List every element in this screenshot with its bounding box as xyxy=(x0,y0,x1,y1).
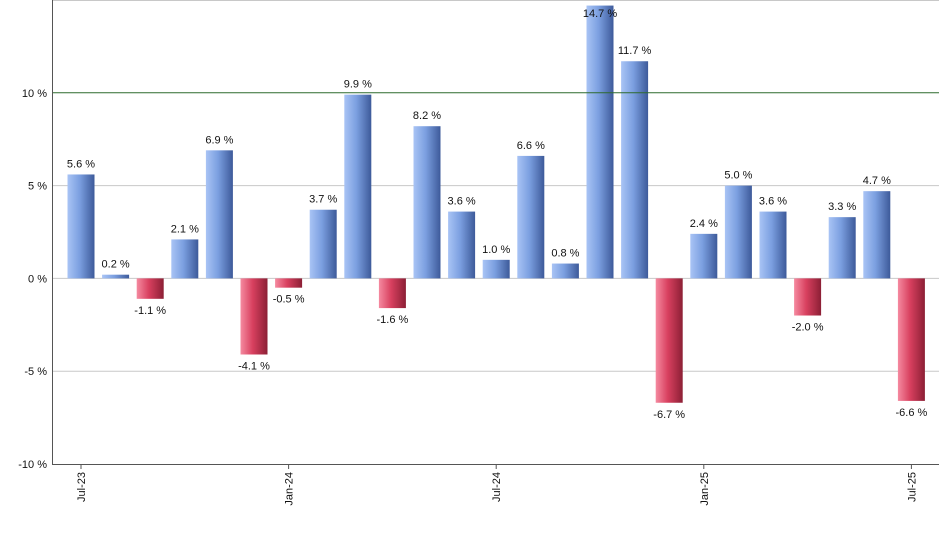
x-tick-label: Jan-24 xyxy=(284,472,296,506)
bar xyxy=(690,233,718,279)
y-tick-label: 5 % xyxy=(28,181,47,193)
x-tick-label: Jul-25 xyxy=(906,472,918,502)
data-label: 6.9 % xyxy=(205,134,233,146)
bar xyxy=(759,211,787,279)
bar xyxy=(551,263,579,279)
x-tick-label: Jul-23 xyxy=(76,472,88,502)
bar xyxy=(794,278,822,316)
x-tick-label: Jul-24 xyxy=(491,472,503,502)
data-label: 4.7 % xyxy=(863,175,891,187)
bar xyxy=(67,174,95,279)
axes: 10 % 5 % 0 % -5 % -10 % Jul-23 Jan-24 Jul-24 Jan… xyxy=(18,0,939,506)
bar xyxy=(309,209,337,279)
data-label: -4.1 % xyxy=(238,360,270,372)
bar xyxy=(621,61,649,279)
gridlines xyxy=(52,0,939,372)
bar xyxy=(378,278,406,309)
bar xyxy=(655,278,683,403)
bar xyxy=(724,185,752,279)
bar xyxy=(448,211,476,279)
data-label: 3.6 % xyxy=(448,196,476,208)
data-label: 0.8 % xyxy=(551,248,579,260)
data-label: -1.6 % xyxy=(377,314,409,326)
data-label: -0.5 % xyxy=(273,294,305,306)
bar xyxy=(344,94,372,279)
bar xyxy=(240,278,268,355)
data-label: -6.7 % xyxy=(653,409,685,421)
bar xyxy=(828,217,856,279)
bar xyxy=(897,278,925,401)
bar xyxy=(586,5,614,279)
data-label: 9.9 % xyxy=(344,79,372,91)
data-label: 3.3 % xyxy=(828,201,856,213)
y-tick-label: -5 % xyxy=(24,366,47,378)
data-label: -6.6 % xyxy=(896,407,928,419)
data-label: 2.1 % xyxy=(171,223,199,235)
bar xyxy=(136,278,164,299)
data-label: 0.2 % xyxy=(102,259,130,271)
bars xyxy=(67,5,925,403)
bar xyxy=(275,278,303,288)
data-label: -1.1 % xyxy=(134,305,166,317)
data-labels: 5.6 % 0.2 % -1.1 % 2.1 % 6.9 % -4.1 % -0.5 % 3.… xyxy=(67,8,928,421)
y-tick-label: -10 % xyxy=(18,459,47,471)
data-label: 3.7 % xyxy=(309,194,337,206)
bar xyxy=(413,126,441,279)
data-label: 2.4 % xyxy=(690,218,718,230)
data-label: 5.0 % xyxy=(724,170,752,182)
y-tick-label: 0 % xyxy=(28,273,47,285)
data-label: 5.6 % xyxy=(67,158,95,170)
y-tick-label: 10 % xyxy=(22,88,47,100)
bar xyxy=(517,155,545,279)
data-label: 8.2 % xyxy=(413,110,441,122)
data-label: -2.0 % xyxy=(792,322,824,334)
x-tick-label: Jan-25 xyxy=(699,472,711,506)
data-label: 14.7 % xyxy=(583,8,617,20)
data-label: 11.7 % xyxy=(618,45,652,57)
data-label: 6.6 % xyxy=(517,140,545,152)
bar xyxy=(482,259,510,279)
data-label: 1.0 % xyxy=(482,244,510,256)
bar xyxy=(102,274,130,279)
bar xyxy=(863,191,891,279)
data-label: 3.6 % xyxy=(759,196,787,208)
bar xyxy=(171,239,199,279)
bar xyxy=(205,150,233,279)
